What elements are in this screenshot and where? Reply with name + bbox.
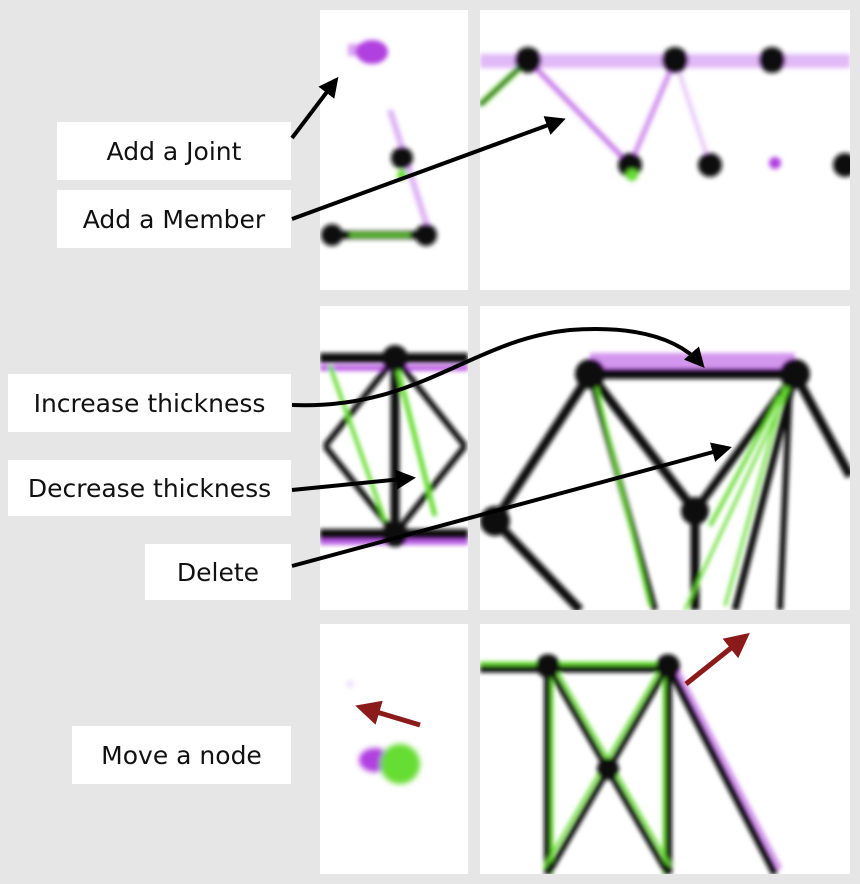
panel-thickness-closeup	[320, 306, 468, 610]
label-increase-thickness: Increase thickness	[8, 374, 291, 432]
add-joint-closeup-drawing	[321, 40, 437, 246]
panel-add-member-wide	[480, 10, 850, 290]
label-decrease-thickness: Decrease thickness	[8, 460, 291, 516]
thickness-wide-drawing	[480, 353, 850, 610]
label-move-node: Move a node	[72, 726, 291, 784]
label-add-joint: Add a Joint	[57, 122, 291, 180]
thickness-closeup-drawing	[320, 345, 468, 547]
panel-thickness-wide	[480, 306, 850, 610]
label-delete: Delete	[145, 544, 291, 600]
panel-move-node-closeup	[320, 624, 468, 874]
panel-add-joint-closeup	[320, 10, 468, 290]
add-member-wide-drawing	[480, 47, 850, 181]
label-add-member: Add a Member	[57, 190, 291, 248]
move-node-closeup-drawing	[347, 681, 420, 784]
panel-move-node-wide	[480, 624, 850, 874]
move-node-wide-drawing	[480, 654, 783, 874]
